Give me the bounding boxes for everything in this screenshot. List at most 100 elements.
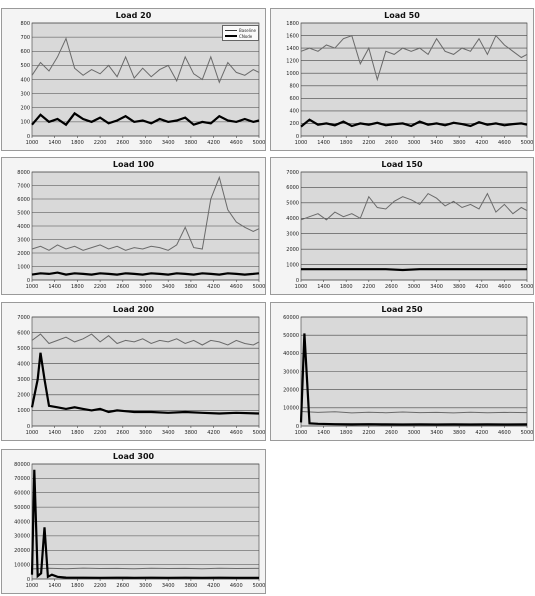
x-tick-label: 5000 <box>253 140 265 146</box>
x-tick-label: 1000 <box>295 284 308 290</box>
y-tick-label: 0 <box>27 424 30 430</box>
y-tick-label: 700 <box>20 35 30 41</box>
y-tick-label: 200 <box>289 121 299 127</box>
y-tick-label: 0 <box>296 134 299 140</box>
y-tick-label: 500 <box>20 63 30 69</box>
y-tick-label: 6000 <box>17 197 30 203</box>
x-tick-label: 1400 <box>317 284 330 290</box>
y-tick-label: 40000 <box>283 351 299 357</box>
series-line-cnode <box>31 111 260 127</box>
chart-legend: Baseline CNode <box>222 25 259 41</box>
x-tick-label: 1400 <box>48 583 61 589</box>
series-line-cnode <box>30 469 259 579</box>
y-tick-label: 4000 <box>286 216 299 222</box>
y-tick-label: 600 <box>20 49 30 55</box>
x-tick-label: 4600 <box>498 284 511 290</box>
y-tick-label: 8000 <box>17 170 30 176</box>
chart-load-200: Load 200 0 1000 2000 3000 4000 5000 6000 7000 10… <box>1 302 266 441</box>
x-tick-label: 1000 <box>26 140 39 146</box>
y-tick-label: 1600 <box>286 33 299 39</box>
x-tick-label: 3000 <box>139 430 152 436</box>
x-tick-label: 1400 <box>317 430 330 436</box>
x-tick-label: 1800 <box>71 140 84 146</box>
x-tick-label: 2600 <box>116 284 129 290</box>
x-tick-label: 2600 <box>116 583 129 589</box>
chart-title: Load 150 <box>381 160 423 169</box>
y-tick-label: 70000 <box>14 476 30 482</box>
y-tick-label: 1000 <box>17 264 30 270</box>
x-tick-label: 4600 <box>498 430 511 436</box>
y-tick-label: 200 <box>20 106 30 112</box>
y-tick-label: 60000 <box>14 491 30 497</box>
plot-area <box>300 171 528 281</box>
series-line-baseline <box>300 411 528 414</box>
series-line-cnode <box>301 268 527 272</box>
y-tick-label: 20000 <box>283 387 299 393</box>
x-tick-label: 2200 <box>362 140 375 146</box>
y-tick-label: 1000 <box>286 262 299 268</box>
x-tick-label: 2200 <box>362 430 375 436</box>
y-tick-label: 0 <box>296 278 299 284</box>
y-tick-label: 6000 <box>17 330 30 336</box>
x-tick-label: 2600 <box>385 140 398 146</box>
x-tick-label: 3000 <box>408 430 421 436</box>
y-tick-label: 40000 <box>14 519 30 525</box>
y-tick-label: 10000 <box>283 406 299 412</box>
x-tick-label: 1800 <box>71 430 84 436</box>
x-tick-label: 2200 <box>94 140 107 146</box>
x-tick-label: 3800 <box>453 430 466 436</box>
x-tick-label: 3400 <box>162 583 175 589</box>
chart-title: Load 200 <box>112 305 155 314</box>
x-tick-label: 1000 <box>295 140 308 146</box>
x-tick-label: 5000 <box>253 430 265 436</box>
series-line-baseline <box>300 192 528 221</box>
y-tick-label: 3000 <box>17 237 30 243</box>
x-tick-label: 4600 <box>230 140 243 146</box>
y-tick-label: 300 <box>20 91 30 97</box>
y-tick-label: 30000 <box>283 369 299 375</box>
x-tick-label: 3800 <box>185 284 198 290</box>
x-tick-label: 3400 <box>162 140 175 146</box>
y-tick-label: 4000 <box>17 362 30 368</box>
legend-item: CNode <box>225 33 256 39</box>
y-tick-label: 0 <box>27 278 30 284</box>
x-tick-label: 4200 <box>207 430 220 436</box>
x-tick-label: 5000 <box>521 140 533 146</box>
y-tick-label: 4000 <box>17 224 30 230</box>
x-tick-label: 4200 <box>207 284 220 290</box>
y-tick-label: 7000 <box>17 183 30 189</box>
x-tick-label: 3000 <box>408 284 421 290</box>
x-tick-label: 3000 <box>139 284 152 290</box>
chart-title: Load 100 <box>112 160 155 169</box>
y-tick-label: 100 <box>20 120 30 126</box>
x-tick-label: 1800 <box>71 284 84 290</box>
legend-item: Baseline <box>225 27 256 33</box>
x-tick-label: 1800 <box>340 430 353 436</box>
y-tick-label: 10000 <box>14 562 30 568</box>
y-tick-label: 5000 <box>17 346 30 352</box>
x-tick-label: 1800 <box>71 583 84 589</box>
series-line-cnode <box>300 118 528 128</box>
y-tick-label: 400 <box>20 77 30 83</box>
x-tick-label: 1000 <box>26 583 39 589</box>
x-tick-label: 4600 <box>230 430 243 436</box>
x-tick-label: 4600 <box>230 583 243 589</box>
series-line-baseline <box>31 37 260 84</box>
chart-svg: 0 10000 20000 30000 40000 50000 60000 70000 8000… <box>14 462 265 589</box>
x-tick-label: 2600 <box>385 284 398 290</box>
legend-swatch <box>225 35 238 37</box>
chart-load-50: Load 50 0 200 400 600 800 1000 1200 1400 1600 180… <box>270 8 534 151</box>
x-tick-label: 3000 <box>139 583 152 589</box>
x-tick-label: 4200 <box>207 583 220 589</box>
x-tick-label: 1400 <box>48 284 61 290</box>
x-tick-label: 2600 <box>116 140 129 146</box>
chart-title: Load 50 <box>384 11 420 20</box>
y-tick-label: 1200 <box>286 58 299 64</box>
x-tick-label: 1400 <box>48 140 61 146</box>
y-tick-label: 20000 <box>14 548 30 554</box>
x-tick-label: 3400 <box>430 284 443 290</box>
series-line-baseline <box>300 34 528 82</box>
y-tick-label: 5000 <box>286 201 299 207</box>
